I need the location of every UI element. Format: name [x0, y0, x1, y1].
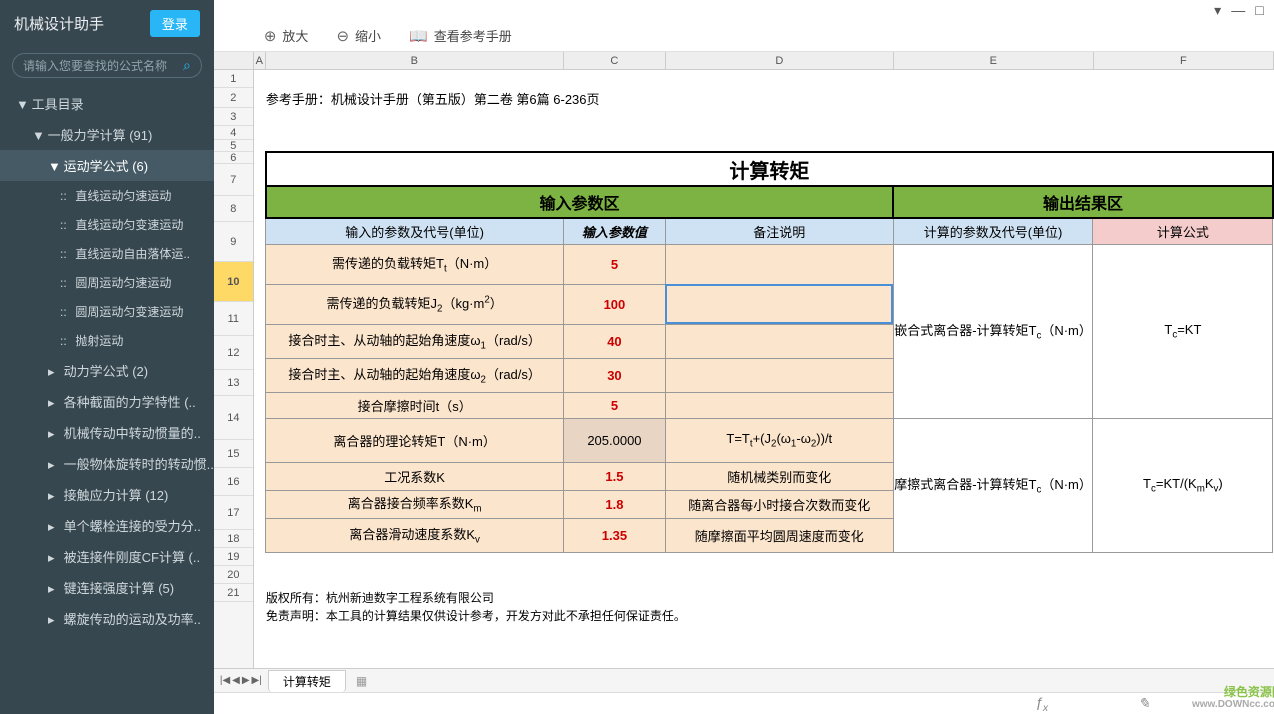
maximize-icon[interactable]: □: [1255, 2, 1263, 18]
row-header[interactable]: 19: [214, 548, 253, 566]
row-header[interactable]: 13: [214, 370, 253, 396]
col-header[interactable]: E: [894, 52, 1094, 69]
sheet-nav[interactable]: |◀◀▶▶|: [214, 675, 268, 686]
zoom-out-button[interactable]: ⊖缩小: [336, 26, 381, 45]
tree-item[interactable]: :: 直线运动自由落体运..: [0, 239, 214, 268]
manual-button[interactable]: 📖查看参考手册: [409, 26, 512, 45]
row-header[interactable]: 8: [214, 196, 253, 222]
row-header[interactable]: 6: [214, 152, 253, 164]
col-header[interactable]: B: [266, 52, 564, 69]
tree-item[interactable]: ▸ 一般物体旋转时的转动惯..: [0, 448, 214, 479]
tree-item[interactable]: ▸ 动力学公式 (2): [0, 355, 214, 386]
status-fx-icon: ƒx: [1035, 694, 1048, 714]
row-header[interactable]: 18: [214, 530, 253, 548]
tree-item[interactable]: ▼ 工具目录: [0, 88, 214, 119]
select-all-corner[interactable]: [214, 52, 253, 70]
zoom-in-button[interactable]: ⊕放大: [264, 26, 309, 45]
tree-item[interactable]: ▸ 接触应力计算 (12): [0, 479, 214, 510]
row-header[interactable]: 5: [214, 140, 253, 152]
tool-tree: ▼ 工具目录▼ 一般力学计算 (91)▼ 运动学公式 (6):: 直线运动匀速运…: [0, 88, 214, 714]
row-header[interactable]: 11: [214, 302, 253, 336]
tree-item[interactable]: ▸ 单个螺栓连接的受力分..: [0, 510, 214, 541]
search-box[interactable]: ⌕: [12, 53, 202, 78]
row-header[interactable]: 9: [214, 222, 253, 262]
tree-item[interactable]: ▼ 一般力学计算 (91): [0, 119, 214, 150]
row-header[interactable]: 16: [214, 468, 253, 496]
tree-item[interactable]: ▸ 机械传动中转动惯量的..: [0, 417, 214, 448]
row-header[interactable]: 3: [214, 108, 253, 126]
col-header[interactable]: F: [1094, 52, 1274, 69]
row-header[interactable]: 17: [214, 496, 253, 530]
watermark: 绿色资源网 www.DOWNcc.com: [1192, 686, 1274, 710]
row-header[interactable]: 14: [214, 396, 253, 440]
tree-item[interactable]: ▸ 各种截面的力学特性 (..: [0, 386, 214, 417]
zoom-out-icon: ⊖: [336, 27, 349, 45]
tree-item[interactable]: ▸ 被连接件刚度CF计算 (..: [0, 541, 214, 572]
tab-options-icon[interactable]: ▦: [356, 674, 367, 688]
tree-item[interactable]: ▸ 螺旋传动的运动及功率..: [0, 603, 214, 634]
row-header[interactable]: 1: [214, 70, 253, 88]
row-header[interactable]: 12: [214, 336, 253, 370]
row-header[interactable]: 20: [214, 566, 253, 584]
menu-icon[interactable]: ▾: [1214, 2, 1221, 19]
row-header[interactable]: 10: [214, 262, 253, 302]
tree-item[interactable]: ▸ 键连接强度计算 (5): [0, 572, 214, 603]
minimize-icon[interactable]: —: [1231, 2, 1245, 18]
tree-item[interactable]: ▼ 运动学公式 (6): [0, 150, 214, 181]
app-title: 机械设计助手: [14, 13, 104, 34]
row-header[interactable]: 2: [214, 88, 253, 108]
row-header[interactable]: 4: [214, 126, 253, 140]
tree-item[interactable]: :: 抛射运动: [0, 326, 214, 355]
row-header[interactable]: 15: [214, 440, 253, 468]
row-header[interactable]: 21: [214, 584, 253, 602]
login-button[interactable]: 登录: [150, 10, 200, 37]
calc-table: 参考手册：机械设计手册（第五版）第二卷 第6篇 6-236页计算转矩输入参数区输…: [254, 70, 1274, 624]
search-input[interactable]: [23, 59, 183, 73]
sheet-tab[interactable]: 计算转矩: [268, 670, 346, 692]
col-header[interactable]: A: [254, 52, 266, 69]
tree-item[interactable]: :: 圆周运动匀速运动: [0, 268, 214, 297]
tree-item[interactable]: :: 直线运动匀变速运动: [0, 210, 214, 239]
tree-item[interactable]: :: 圆周运动匀变速运动: [0, 297, 214, 326]
search-icon[interactable]: ⌕: [183, 57, 191, 74]
zoom-in-icon: ⊕: [264, 27, 277, 45]
window-controls: ▾ — □ ×: [214, 0, 1274, 20]
col-header[interactable]: D: [666, 52, 894, 69]
col-header[interactable]: C: [564, 52, 666, 69]
tree-item[interactable]: :: 直线运动匀速运动: [0, 181, 214, 210]
row-header[interactable]: 7: [214, 164, 253, 196]
book-icon: 📖: [409, 27, 428, 45]
status-draw-icon: ✎: [1138, 695, 1150, 712]
